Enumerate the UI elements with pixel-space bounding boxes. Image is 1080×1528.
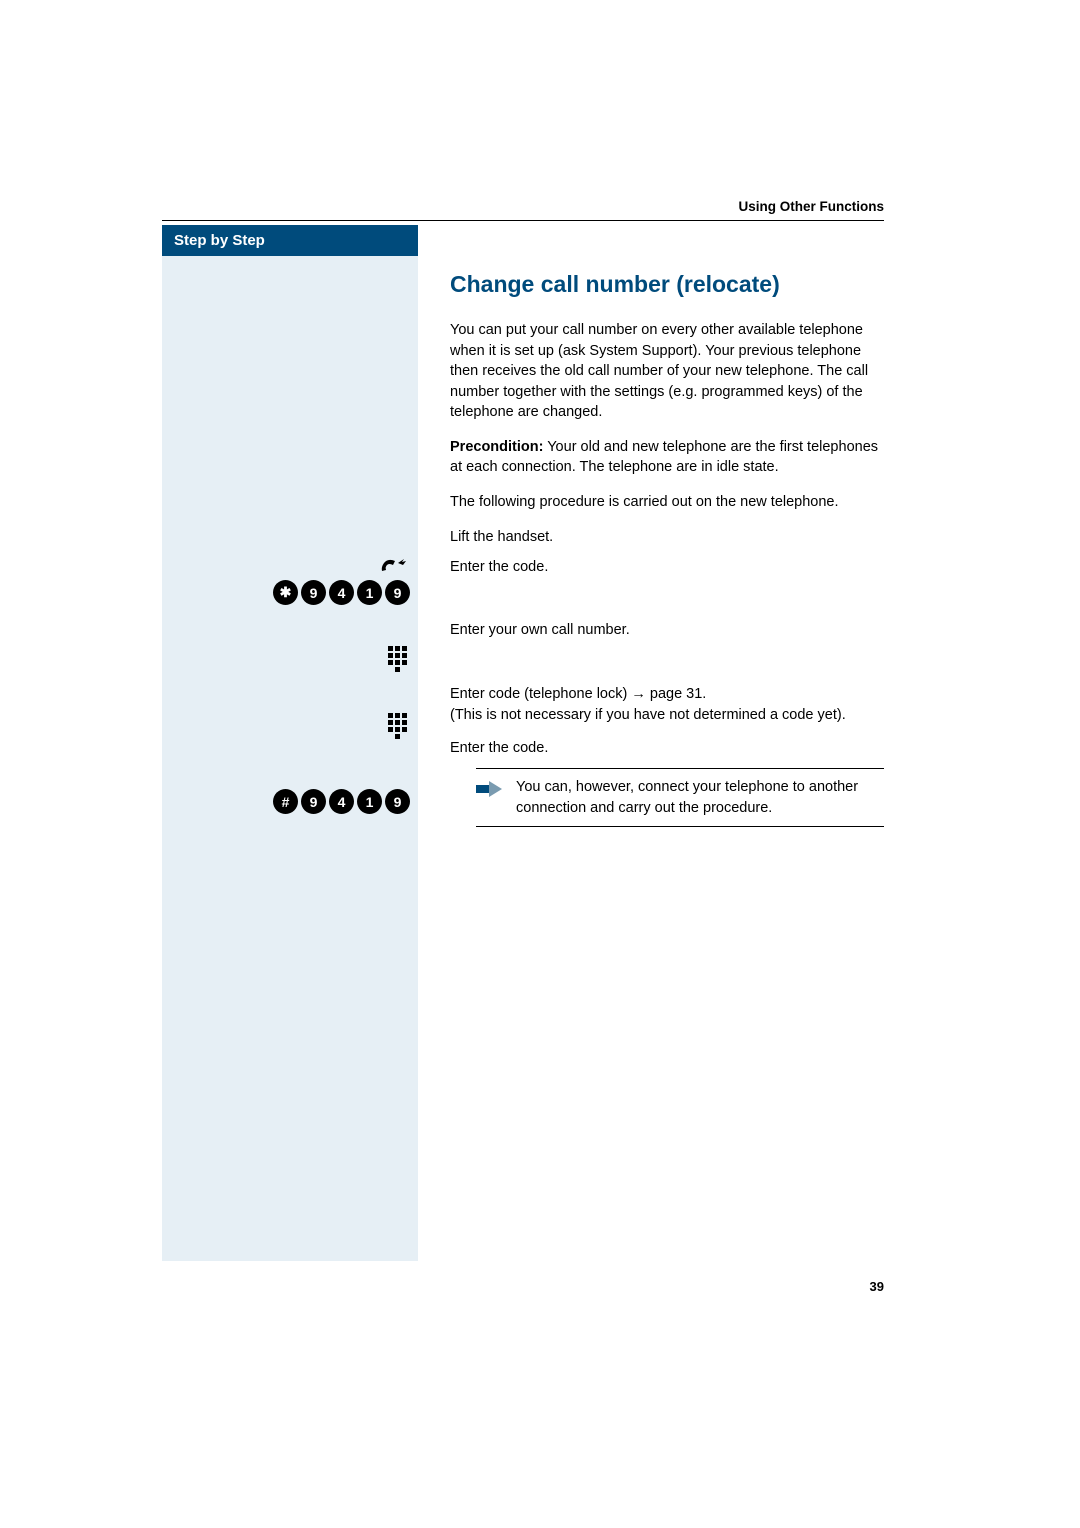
code-keys-1: ✱ 9 4 1 9	[273, 580, 410, 605]
key-star: ✱	[273, 580, 298, 605]
key-1: 1	[357, 789, 382, 814]
key-label: 9	[394, 585, 402, 601]
note-text: You can, however, connect your telephone…	[516, 777, 884, 818]
step-enter-code-2: Enter the code.	[450, 738, 884, 759]
key-label: #	[282, 794, 290, 810]
key-1: 1	[357, 580, 382, 605]
header-category: Using Other Functions	[738, 199, 884, 214]
step-enter-code-1: Enter the code.	[450, 557, 884, 578]
note-box: You can, however, connect your telephone…	[476, 768, 884, 827]
step-lift-handset: Lift the handset.	[450, 527, 884, 548]
code-keys-2: # 9 4 1 9	[273, 789, 410, 814]
key-label: 1	[366, 794, 374, 810]
page-ref: page 31.	[646, 686, 706, 702]
step-enter-own-number: Enter your own call number.	[450, 620, 884, 641]
key-label: 9	[310, 794, 318, 810]
procedure-intro: The following procedure is carried out o…	[450, 492, 884, 513]
arrow-icon: →	[631, 686, 646, 702]
step-enter-lock-code: Enter code (telephone lock) → page 31.	[450, 684, 884, 705]
keypad-icon	[388, 713, 408, 744]
key-9b: 9	[385, 789, 410, 814]
page-number: 39	[870, 1279, 884, 1294]
note-arrow-icon	[476, 779, 504, 804]
key-label: 9	[310, 585, 318, 601]
sidebar-title: Step by Step	[162, 225, 418, 256]
key-9: 9	[301, 580, 326, 605]
header-area: Using Other Functions Step by Step ✱	[162, 220, 884, 1261]
sidebar-body: ✱ 9 4 1 9	[162, 256, 418, 1261]
keypad-icon	[388, 646, 408, 677]
content-wrapper: Step by Step ✱ 9 4 1	[162, 225, 884, 1261]
intro-text: You can put your call number on every ot…	[450, 320, 884, 423]
key-4: 4	[329, 580, 354, 605]
page-container: Using Other Functions Step by Step ✱	[0, 0, 1080, 1261]
lock-code-text-1: Enter code (telephone lock)	[450, 686, 631, 702]
key-9b: 9	[385, 580, 410, 605]
section-title: Change call number (relocate)	[450, 271, 884, 298]
precondition-text: Precondition: Your old and new telephone…	[450, 437, 884, 478]
step-lock-code-note: (This is not necessary if you have not d…	[450, 705, 884, 726]
key-4: 4	[329, 789, 354, 814]
key-label: 4	[338, 585, 346, 601]
main-content: Change call number (relocate) You can pu…	[418, 225, 884, 1261]
handset-icon	[380, 557, 408, 580]
key-label: 4	[338, 794, 346, 810]
precondition-label: Precondition:	[450, 439, 543, 455]
key-label: ✱	[280, 584, 292, 601]
key-hash: #	[273, 789, 298, 814]
key-label: 1	[366, 585, 374, 601]
sidebar: Step by Step ✱ 9 4 1	[162, 225, 418, 1261]
key-9: 9	[301, 789, 326, 814]
key-label: 9	[394, 794, 402, 810]
